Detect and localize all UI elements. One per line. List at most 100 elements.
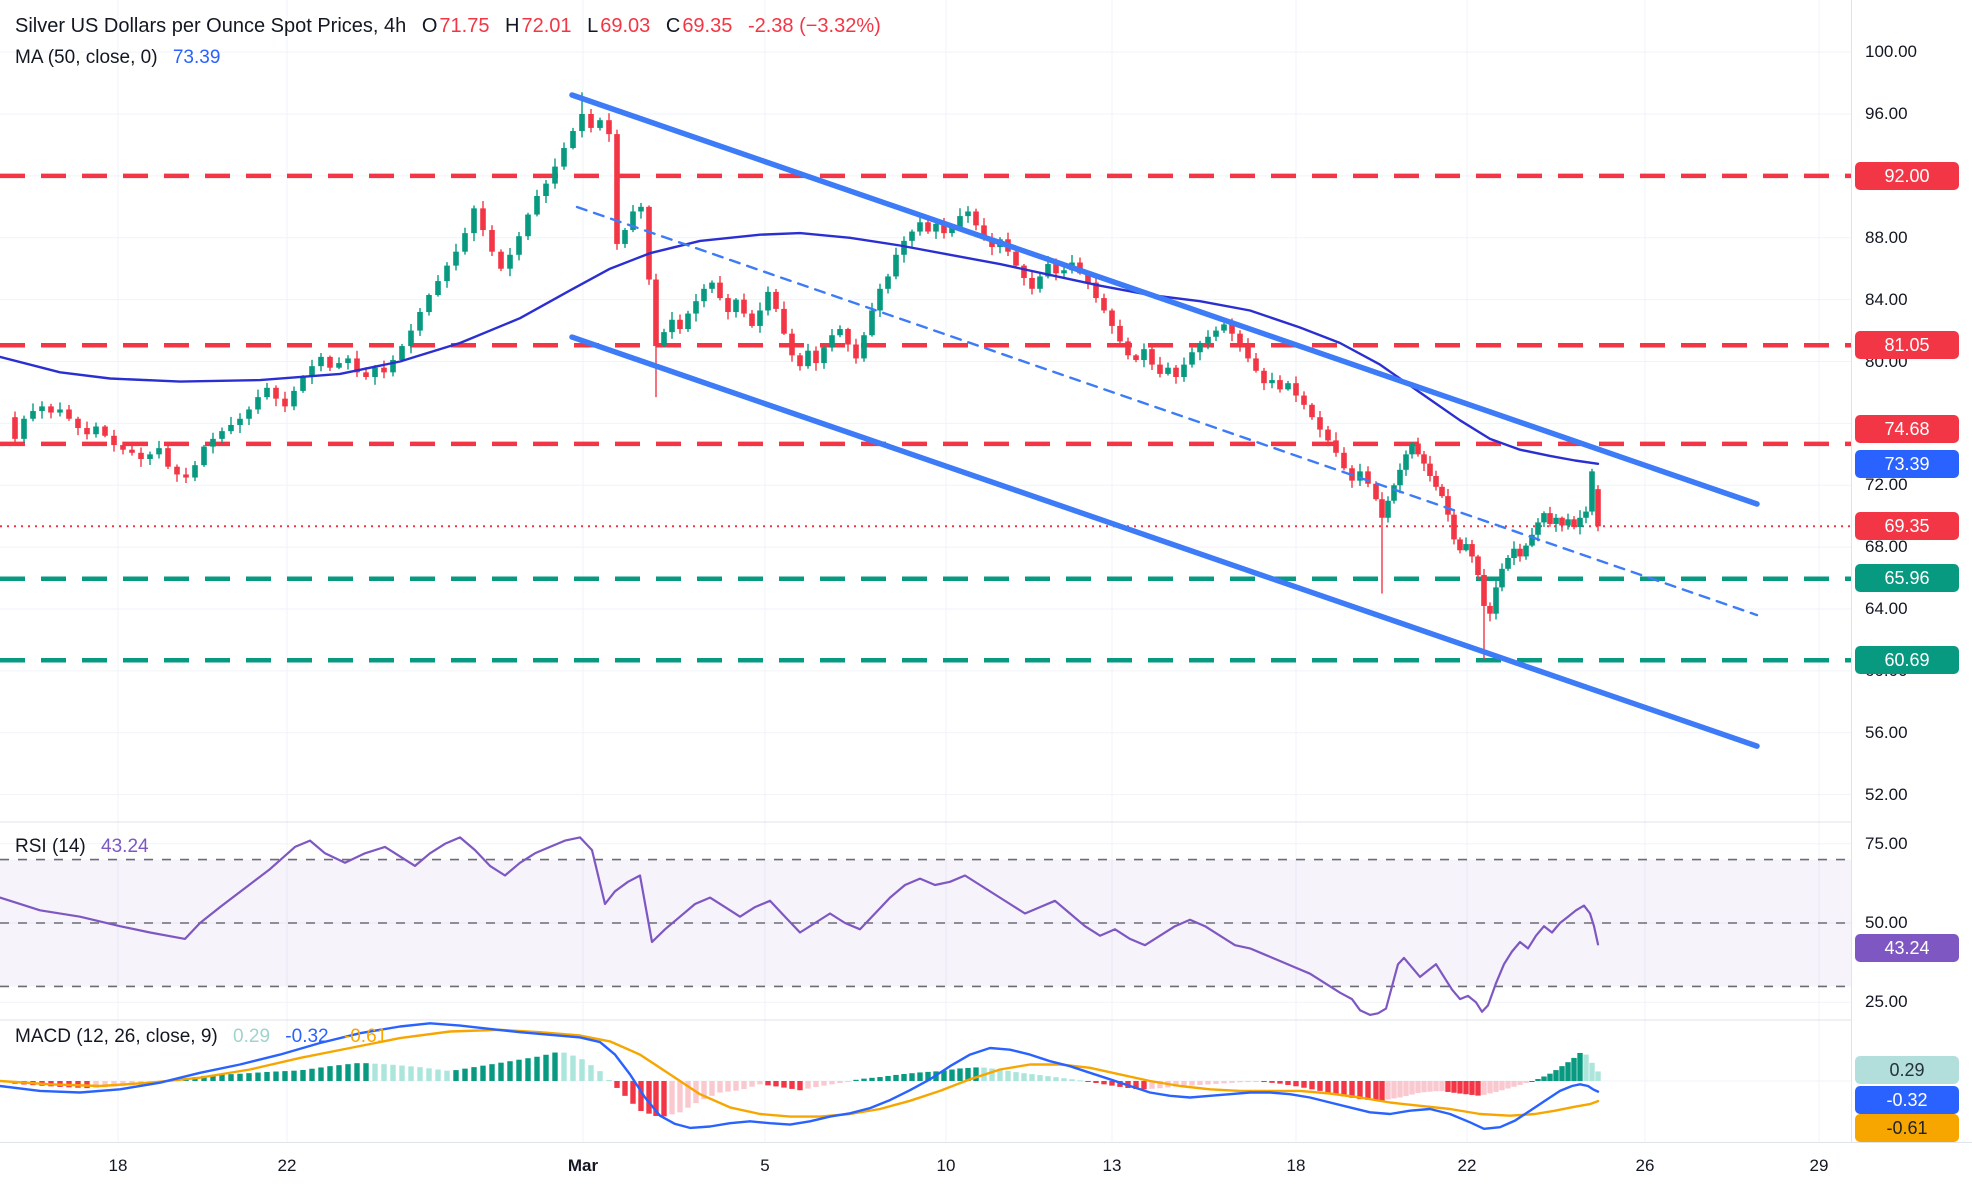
candle (426, 294, 432, 313)
channel-trendline-2[interactable] (569, 334, 1760, 749)
candle (845, 329, 851, 345)
chart-canvas[interactable] (0, 0, 1851, 1142)
high-label: H (505, 15, 520, 37)
candle (435, 281, 441, 295)
candle (717, 282, 723, 299)
candle (120, 445, 126, 450)
candle (1333, 440, 1339, 453)
candle (1415, 443, 1421, 455)
candle (57, 409, 63, 413)
candle (981, 225, 987, 238)
price-axis[interactable]: 100.0096.0092.0088.0084.0080.0076.0072.0… (1851, 0, 1972, 1142)
candle (1583, 511, 1589, 518)
candle (630, 211, 636, 231)
candle (1397, 469, 1403, 486)
candle (354, 358, 360, 373)
candle (1341, 452, 1347, 469)
candle (877, 288, 883, 311)
ma50-line (0, 231, 1600, 465)
candle (156, 448, 162, 455)
candle (765, 291, 771, 311)
candle (1595, 489, 1601, 527)
axis-badge--0.32: -0.32 (1855, 1086, 1959, 1114)
candle (363, 372, 369, 377)
candle (561, 148, 567, 167)
candle (1093, 282, 1099, 299)
candle (725, 298, 731, 313)
close-label: C (665, 15, 681, 37)
channel-midline[interactable] (575, 205, 1759, 617)
candle (1475, 556, 1481, 576)
candle (1109, 310, 1115, 326)
candle (39, 406, 45, 412)
candle (909, 231, 915, 241)
price-axis-label-84.00: 84.00 (1865, 289, 1908, 309)
rsi-axis-label-50.00: 50.00 (1865, 913, 1908, 932)
candle (1045, 264, 1051, 277)
axis-badge-0.29: 0.29 (1855, 1056, 1959, 1084)
channel-trendline-0[interactable] (569, 92, 1760, 507)
time-axis-label-5: 5 (760, 1156, 770, 1175)
candle (1309, 404, 1315, 418)
price-axis-label-52.00: 52.00 (1865, 784, 1908, 804)
candle (129, 449, 135, 453)
candle (1511, 548, 1517, 558)
candle (219, 431, 225, 439)
candle (1505, 557, 1511, 569)
candle (1469, 544, 1475, 557)
candle (1277, 380, 1283, 390)
candle (336, 363, 342, 368)
candle (1101, 298, 1107, 311)
candle (597, 120, 603, 128)
candle (869, 310, 875, 336)
candle (901, 240, 907, 255)
time-axis[interactable]: 18 22 Mar 5 10 13 18 22 26 29 (0, 1142, 1972, 1200)
candle (417, 312, 423, 331)
candle (821, 347, 827, 364)
high-value: 72.01 (521, 15, 572, 37)
time-axis-label-18: 18 (1286, 1156, 1306, 1175)
candle (1577, 517, 1583, 528)
candle (837, 329, 843, 336)
candle (165, 448, 171, 467)
candle (228, 424, 234, 432)
candle (1245, 346, 1251, 359)
candle (933, 223, 939, 232)
candle (309, 366, 315, 377)
candle (471, 208, 477, 234)
time-axis-label-10: 10 (936, 1156, 956, 1175)
candle (1385, 500, 1391, 518)
candle (273, 387, 279, 399)
price-axis-label-56.00: 56.00 (1865, 722, 1908, 742)
candle (829, 335, 835, 348)
candle (1237, 333, 1243, 347)
rsi-label: RSI (14) (15, 836, 86, 857)
candle (1559, 517, 1565, 526)
axis-badge-43.24: 43.24 (1855, 934, 1959, 962)
candle (480, 208, 486, 231)
macd-signal-line (0, 1028, 1600, 1118)
candle (813, 350, 819, 364)
time-axis-label-29: 29 (1809, 1156, 1829, 1175)
candle (552, 166, 558, 184)
low-label: L (587, 15, 599, 37)
candle (917, 222, 923, 232)
open-label: O (421, 15, 438, 37)
candle (174, 466, 180, 475)
price-axis-label-72.00: 72.00 (1865, 475, 1908, 495)
candle (1365, 471, 1371, 484)
close-value: 69.35 (682, 15, 733, 37)
candle (93, 426, 99, 435)
rsi-legend: RSI (14) 43.24 (15, 836, 149, 858)
candle (749, 313, 755, 326)
candle (646, 206, 652, 280)
ma-label: MA (50, close, 0) (15, 47, 158, 68)
candle (685, 313, 691, 330)
ma-value: 73.39 (172, 47, 221, 68)
axis-badge-92.00: 92.00 (1855, 162, 1959, 190)
axis-badge-69.35: 69.35 (1855, 512, 1959, 540)
candle (579, 114, 585, 132)
candle (1427, 463, 1433, 476)
candle (1269, 380, 1275, 384)
candle (399, 346, 405, 360)
